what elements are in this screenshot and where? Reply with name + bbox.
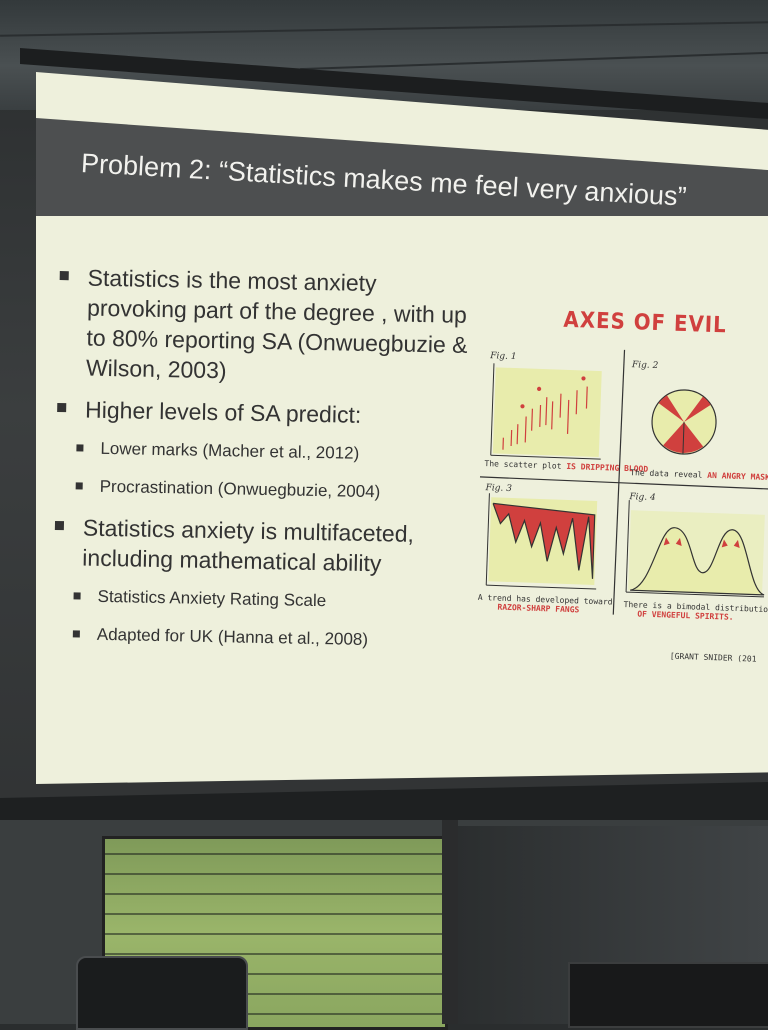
- support-pole: [442, 820, 458, 1024]
- fig4-label: Fig. 4: [629, 492, 656, 503]
- axes-of-evil-cartoon: AXES OF EVIL: [472, 305, 768, 715]
- fig1-label: Fig. 1: [490, 351, 517, 362]
- laptop: [568, 962, 768, 1028]
- bullet-item: Statistics anxiety is multifaceted, incl…: [52, 512, 473, 580]
- bullet-item: Higher levels of SA predict:: [55, 394, 475, 432]
- sub-bullet-item: Procrastination (Onwuegbuzie, 2004): [53, 474, 473, 506]
- fig2-pie-mask: [651, 389, 717, 455]
- fig2-label: Fig. 2: [632, 360, 659, 371]
- fig3-line-fangs: [486, 493, 599, 589]
- cartoon-title: AXES OF EVIL: [563, 308, 727, 339]
- fig1-scatter-plot: [491, 363, 604, 459]
- fig4-bimodal-spirits: [626, 500, 767, 597]
- sub-bullet-item: Lower marks (Macher et al., 2012): [54, 436, 474, 468]
- chair: [76, 956, 248, 1030]
- fig3-label: Fig. 3: [485, 483, 512, 494]
- sub-bullet-item: Adapted for UK (Hanna et al., 2008): [51, 622, 471, 654]
- sub-bullet-item: Statistics Anxiety Rating Scale: [51, 584, 471, 616]
- slide-bullet-list: Statistics is the most anxiety provoking…: [50, 262, 478, 668]
- bullet-item: Statistics is the most anxiety provoking…: [56, 262, 478, 390]
